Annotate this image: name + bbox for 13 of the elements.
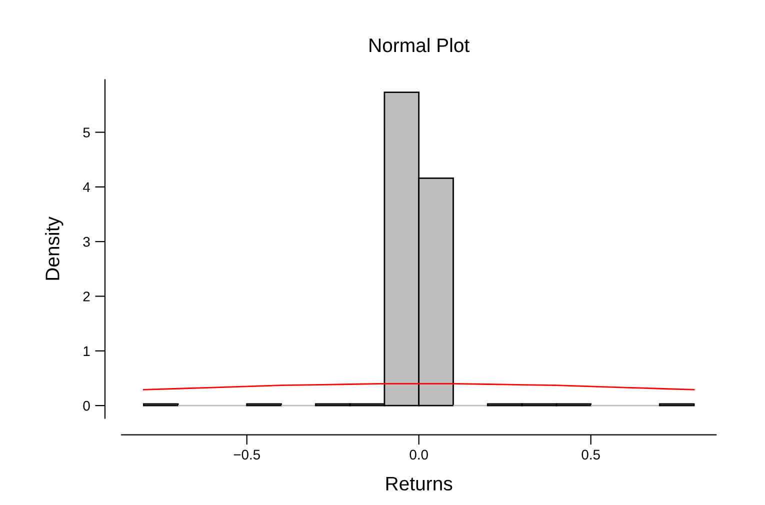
chart-title: Normal Plot: [370, 38, 470, 52]
y-tick-label: 5: [83, 128, 90, 138]
x-tick-label: 0.5: [582, 450, 600, 460]
y-tick-label: 2: [83, 292, 90, 302]
line-series: [142, 383, 695, 390]
x-axis-title: Returns: [386, 476, 452, 491]
y-tick-label: 4: [82, 182, 90, 192]
y-tick-label: 3: [83, 236, 90, 247]
y-axis-title: Density: [45, 216, 64, 280]
y-tick-label: 1: [84, 346, 90, 356]
x-tick-label: −0.5: [234, 450, 260, 460]
x-tick-label: 0.0: [410, 450, 428, 460]
y-tick-label: 0: [83, 400, 90, 411]
